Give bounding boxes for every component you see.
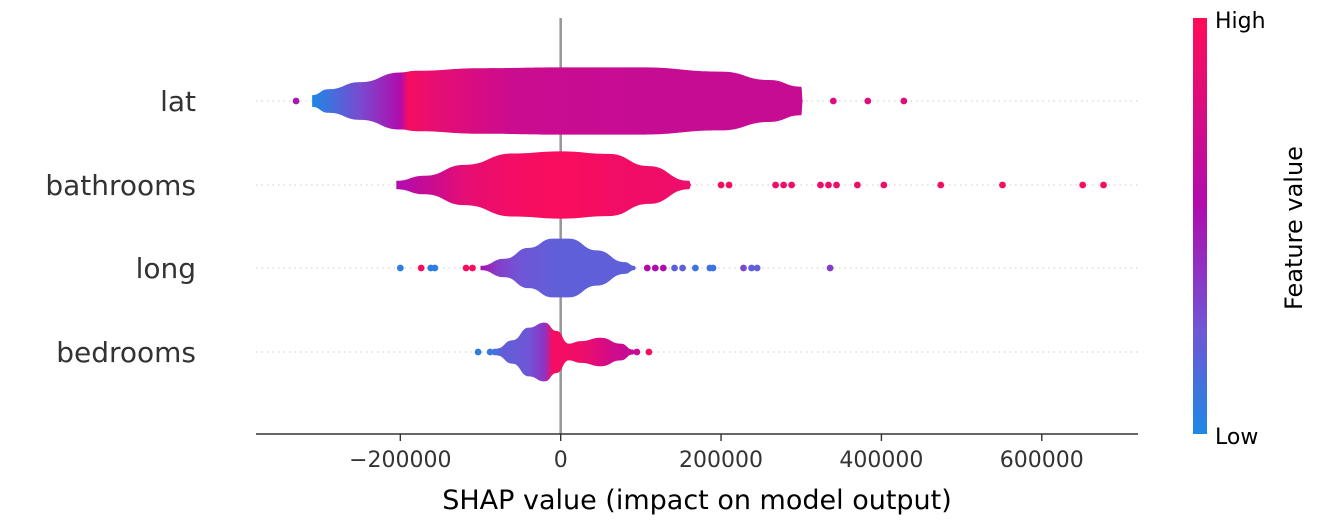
outlier-point-bedrooms-4 (645, 348, 653, 356)
outlier-point-lat-3 (900, 97, 908, 105)
outlier-point-long-1 (417, 264, 425, 272)
feature-label-bathrooms: bathrooms (45, 169, 196, 202)
outlier-point-lat-0 (292, 97, 300, 105)
outlier-point-long-13 (709, 264, 717, 272)
outlier-point-bedrooms-0 (474, 348, 482, 356)
outlier-point-long-6 (643, 264, 651, 272)
row-gridlines (256, 100, 1138, 353)
x-tick-label-4: 600000 (1000, 448, 1084, 473)
outlier-point-long-0 (396, 264, 404, 272)
outlier-point-bathrooms-1 (725, 181, 733, 189)
violin-lat (312, 67, 803, 135)
x-axis: −200000 0 200000 400000 600000 (256, 433, 1138, 473)
outlier-points (292, 97, 1107, 356)
outlier-point-long-14 (740, 264, 747, 272)
x-tick-label-1: 0 (554, 448, 568, 473)
colorbar-gradient (1193, 18, 1207, 434)
outlier-point-long-15 (748, 264, 755, 272)
violin-bedrooms (496, 322, 636, 382)
outlier-point-long-3 (431, 264, 439, 272)
colorbar-title: Feature value (1280, 146, 1308, 310)
outlier-point-bathrooms-11 (999, 181, 1006, 189)
outlier-point-bathrooms-9 (880, 181, 888, 189)
outlier-point-long-17 (826, 264, 834, 272)
feature-label-lat: lat (160, 85, 196, 118)
x-tick-label-0: −200000 (349, 448, 451, 473)
x-tick-label-2: 200000 (679, 448, 763, 473)
outlier-point-bathrooms-2 (772, 181, 779, 189)
outlier-point-long-10 (679, 264, 686, 272)
violins (312, 67, 803, 382)
violin-bathrooms (396, 151, 692, 219)
feature-label-long: long (136, 252, 196, 285)
outlier-point-bathrooms-0 (717, 181, 725, 189)
outlier-point-long-4 (462, 264, 470, 272)
outlier-point-bathrooms-13 (1100, 181, 1107, 189)
outlier-point-long-16 (753, 264, 761, 272)
outlier-point-lat-2 (864, 97, 872, 105)
outlier-point-bathrooms-7 (833, 181, 840, 189)
colorbar: High Low Feature value (1193, 9, 1308, 450)
outlier-point-long-9 (671, 264, 678, 272)
outlier-point-long-5 (469, 264, 476, 272)
colorbar-low-label: Low (1215, 425, 1258, 450)
outlier-point-bathrooms-4 (788, 181, 796, 189)
outlier-point-bathrooms-12 (1079, 181, 1087, 189)
outlier-point-bedrooms-2 (491, 348, 499, 356)
outlier-point-bathrooms-8 (853, 181, 861, 189)
outlier-point-bathrooms-5 (817, 181, 824, 189)
outlier-point-long-11 (691, 264, 699, 272)
outlier-point-bedrooms-1 (486, 348, 494, 356)
feature-label-bedrooms: bedrooms (56, 336, 196, 369)
outlier-point-bedrooms-3 (633, 348, 641, 356)
outlier-point-lat-1 (829, 97, 837, 105)
violin-long (480, 238, 637, 298)
x-axis-label: SHAP value (impact on model output) (442, 485, 952, 516)
outlier-point-bathrooms-6 (825, 181, 832, 189)
x-tick-label-3: 400000 (839, 448, 923, 473)
outlier-point-bathrooms-3 (780, 181, 787, 189)
outlier-point-long-8 (659, 264, 667, 272)
outlier-point-long-7 (651, 264, 659, 272)
outlier-point-bathrooms-10 (937, 181, 945, 189)
colorbar-high-label: High (1215, 9, 1266, 34)
feature-labels: lat bathrooms long bedrooms (45, 85, 196, 369)
